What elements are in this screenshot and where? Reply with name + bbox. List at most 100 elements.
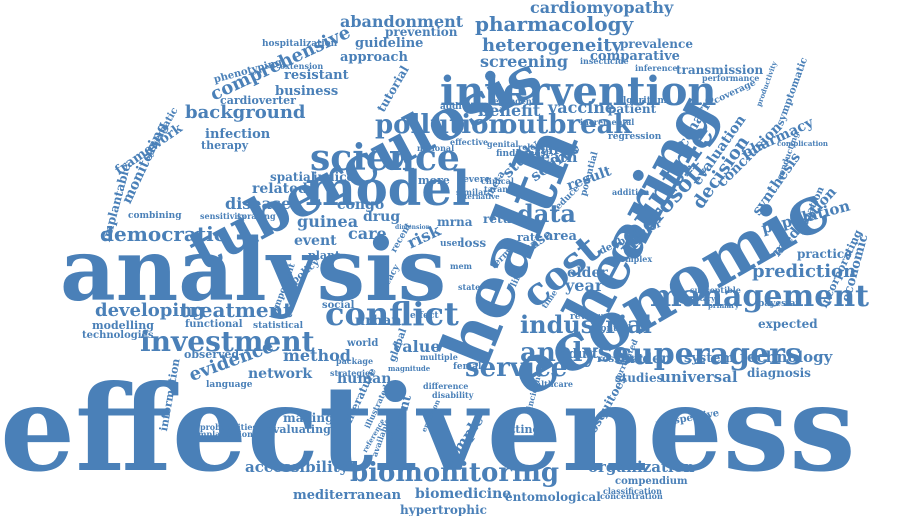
word-concentration: concentration — [600, 491, 663, 501]
word-guideline: guideline — [355, 36, 424, 51]
word-effectiveness: effectiveness — [0, 359, 856, 498]
word-social: social — [322, 300, 355, 311]
word-entomological: entomological — [505, 490, 601, 504]
word-finding: finding — [496, 149, 532, 159]
word-residual: residual — [597, 354, 643, 365]
word-system: system — [684, 351, 735, 366]
word-sensitivity: sensitivity — [200, 211, 246, 221]
word-female: female — [453, 362, 488, 372]
word-prediction: prediction — [752, 261, 857, 282]
word-regression: regression — [608, 132, 662, 142]
word-prevention: prevention — [385, 25, 458, 39]
word-analyse: analyse — [520, 338, 629, 368]
word-human: human — [337, 371, 392, 387]
word-network: network — [248, 366, 313, 382]
word-science: science — [310, 137, 460, 179]
word-intervention: intervention — [440, 68, 717, 115]
word-primary: primary — [708, 301, 739, 310]
word-user: user — [440, 239, 463, 249]
word-drug: drug — [363, 209, 401, 225]
word-congo: congo — [337, 197, 385, 213]
word-investment: investment — [140, 325, 315, 358]
word-diagnosis: diagnosis — [747, 366, 811, 380]
word-accessibility: accessibility — [245, 458, 349, 476]
word-event: event — [294, 233, 337, 249]
word-evaluating: evaluating — [266, 423, 331, 436]
word-hospitalization: hospitalization — [262, 39, 338, 49]
word-spatial: spatial — [270, 170, 316, 184]
word-monetary: monetary — [678, 294, 716, 303]
word-area: area — [545, 229, 577, 244]
word-rate: rate — [517, 231, 543, 244]
word-service: service — [465, 353, 568, 383]
word-infection: infection — [205, 127, 271, 142]
word-observed: observed — [184, 348, 240, 361]
word-care: care — [348, 224, 387, 243]
word-incremental: incremental — [580, 117, 635, 127]
word-practice: practice — [797, 247, 852, 261]
word-indice: indice — [313, 170, 355, 184]
word-resistant: resistant — [284, 68, 349, 83]
word-universal: universal — [660, 368, 738, 386]
word-biomedicine: biomedicine — [415, 486, 512, 502]
word-coverage: coverage — [712, 78, 758, 107]
word-background: background — [185, 102, 306, 123]
word-pollution: pollution — [375, 110, 508, 140]
word-studies: studies — [615, 371, 664, 385]
word-democratic: democratic — [100, 222, 226, 246]
word-world: world — [347, 338, 379, 349]
word-transmission: transmission — [676, 63, 764, 77]
word-biomonitoring: biomonitoring — [350, 458, 560, 488]
word-older: older — [567, 265, 608, 281]
word-model: model — [305, 161, 471, 217]
word-technology: technology — [740, 348, 833, 366]
word-benefit: benefit — [478, 101, 541, 120]
word-probabilities: probabilities — [200, 422, 257, 432]
word-expected: expected — [758, 317, 818, 331]
word-modelling: modelling — [92, 319, 154, 332]
word-loss: loss — [460, 236, 487, 250]
word-complication: complication — [777, 139, 828, 148]
word-business: business — [275, 84, 339, 99]
word-therapy: therapy — [201, 139, 249, 152]
word-approach: approach — [340, 50, 408, 65]
word-screening: screening — [480, 52, 569, 71]
word-implantation: implantation — [195, 429, 253, 439]
word-algorithm: algorithm — [617, 96, 667, 106]
word-making: making — [283, 411, 334, 425]
word-magnitude: magnitude — [388, 364, 431, 373]
word-management: management — [650, 279, 869, 314]
word-year: year — [565, 276, 604, 295]
word-classification: classification — [603, 486, 662, 496]
word-treatment: treatment — [180, 298, 293, 322]
word-more: more — [418, 174, 450, 187]
word-heterogeneity: heterogeneity — [482, 35, 622, 56]
word-statistical: statistical — [253, 321, 304, 331]
word-complex: complex — [615, 254, 653, 264]
word-technologies: technologies — [82, 330, 154, 341]
word-dimension: dimension — [395, 224, 431, 231]
word-national: national — [417, 143, 455, 153]
word-hypertrophic: hypertrophic — [400, 503, 487, 516]
word-mediterranean: mediterranean — [293, 488, 402, 503]
word-relevant: relevant — [518, 142, 555, 152]
word-taranto: taranto — [484, 184, 518, 194]
word-review: review — [570, 312, 603, 322]
word-similar: similar — [456, 187, 488, 197]
word-plant: plant — [308, 249, 341, 262]
word-pharmacology: pharmacology — [475, 12, 634, 36]
word-adult: adult — [560, 347, 598, 362]
word-abandonment: abandonment — [340, 12, 464, 31]
word-genital: genital — [487, 139, 519, 149]
word-cardiomyopathy: cardiomyopathy — [530, 0, 674, 17]
word-developing: developing — [95, 300, 205, 321]
word-clinical: clinical — [481, 176, 514, 186]
word-insecticide: insecticide — [580, 56, 629, 66]
word-superagers: superagers — [615, 337, 802, 372]
word-multiple: multiple — [420, 352, 458, 362]
word-susceptible: susceptible — [690, 285, 741, 295]
word-difference: difference — [423, 381, 469, 391]
word-data: data — [517, 199, 576, 228]
word-mem: mem — [450, 261, 473, 271]
